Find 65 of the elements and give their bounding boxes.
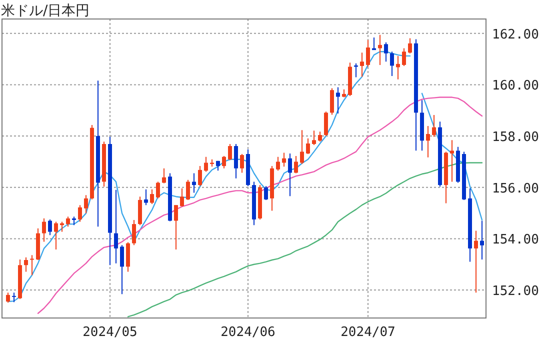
candlestick: [324, 111, 328, 137]
line-series: [127, 162, 483, 318]
candlestick: [294, 156, 298, 174]
candlestick: [66, 216, 70, 228]
y-tick-label: 154.00: [492, 232, 539, 248]
candlestick: [396, 55, 400, 80]
x-tick-label: 2024/05: [82, 325, 138, 340]
candlestick: [12, 292, 16, 303]
y-tick-label: 156.00: [492, 181, 539, 196]
line-series: [37, 96, 483, 314]
candlestick: [192, 172, 196, 194]
candlestick: [120, 244, 124, 295]
candlestick: [6, 292, 10, 304]
candlestick: [84, 194, 88, 214]
candlestick: [360, 52, 364, 78]
candlestick: [42, 218, 46, 242]
candlestick: [378, 34, 382, 66]
candlestick: [78, 204, 82, 222]
y-tick-label: 152.00: [492, 284, 539, 300]
candlestick: [408, 38, 412, 54]
candlestick: [432, 114, 436, 138]
y-tick-label: 160.00: [492, 78, 539, 94]
candlestick: [312, 130, 316, 146]
candlestick: [132, 219, 136, 246]
y-tick-label: 158.00: [492, 130, 539, 146]
candlestick: [282, 152, 286, 168]
candlestick: [366, 40, 370, 68]
candlestick: [156, 181, 160, 199]
candlestick: [264, 186, 268, 200]
candlestick: [450, 140, 454, 182]
candlestick: [222, 156, 226, 169]
candlestick: [390, 51, 394, 76]
candlestick: [330, 88, 334, 116]
candlestick: [480, 220, 484, 260]
candlestick: [474, 230, 478, 294]
candlestick: [162, 168, 166, 184]
candlestick: [204, 156, 208, 172]
candlestick: [228, 143, 232, 161]
candlestick: [336, 86, 340, 114]
candlestick: [318, 131, 322, 142]
candlestick: [234, 143, 238, 179]
x-tick-label: 2024/06: [220, 325, 276, 340]
y-tick-label: 162.00: [492, 27, 539, 42]
candlestick: [114, 189, 118, 264]
candlestick: [30, 254, 34, 276]
candlestick: [150, 188, 154, 205]
candlestick: [276, 156, 280, 172]
candlestick: [144, 188, 148, 206]
candlestick: [402, 48, 406, 66]
candlestick: [240, 154, 244, 174]
candlestick: [198, 166, 202, 187]
candlestick: [426, 126, 430, 158]
candlestick: [54, 221, 58, 250]
candlestick: [180, 188, 184, 208]
candlestick: [306, 138, 310, 154]
candlestick: [288, 152, 292, 197]
candlestick: [48, 218, 52, 236]
chart-title: 米ドル/日本円: [1, 3, 90, 19]
candlestick: [24, 256, 28, 272]
candlestick: [300, 130, 304, 165]
candlestick: [384, 42, 388, 62]
candlestick: [186, 179, 190, 200]
x-tick-label: 2024/07: [340, 325, 396, 340]
candlestick: [126, 242, 130, 272]
candlestick: [174, 204, 178, 250]
